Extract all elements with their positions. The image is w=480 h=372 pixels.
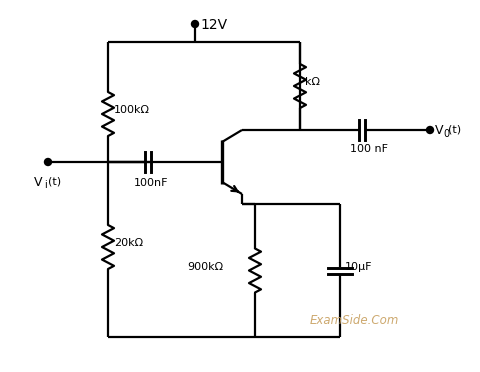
Text: (t): (t)	[447, 125, 460, 135]
Text: V: V	[434, 124, 443, 137]
Circle shape	[426, 126, 432, 134]
Text: 100kΩ: 100kΩ	[114, 105, 150, 115]
Text: 900kΩ: 900kΩ	[187, 262, 223, 272]
Text: 10μF: 10μF	[344, 262, 372, 272]
Text: 100 nF: 100 nF	[349, 144, 387, 154]
Text: 12V: 12V	[200, 18, 227, 32]
Text: ExamSide.Com: ExamSide.Com	[309, 314, 398, 327]
Text: (t): (t)	[48, 176, 61, 186]
Text: 20kΩ: 20kΩ	[114, 238, 143, 248]
Text: kΩ: kΩ	[304, 77, 319, 87]
Circle shape	[191, 20, 198, 28]
Text: V: V	[34, 176, 42, 189]
Text: 100nF: 100nF	[134, 178, 168, 188]
Text: i: i	[44, 180, 47, 190]
Circle shape	[45, 158, 51, 166]
Text: 0: 0	[442, 129, 448, 139]
